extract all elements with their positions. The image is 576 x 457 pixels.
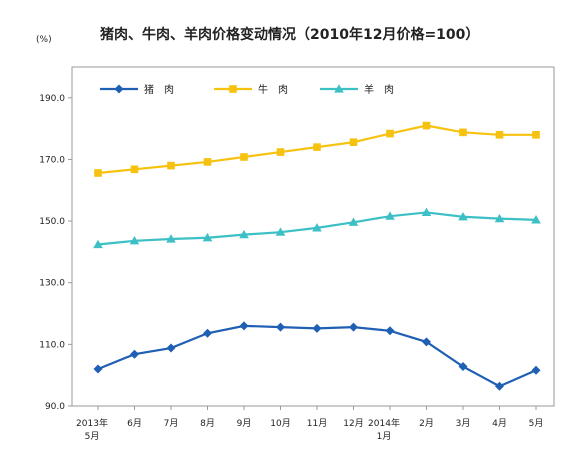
data-point [313, 143, 321, 151]
data-point [275, 227, 286, 236]
data-point [349, 322, 358, 332]
x-tick-label: 8月 [200, 418, 215, 429]
data-point [167, 161, 175, 170]
y-tick-label: 170.0 [39, 155, 65, 165]
data-point [385, 326, 395, 336]
x-tick-label: 11月 [307, 418, 327, 429]
data-point [129, 236, 140, 245]
legend-entry: 羊 肉 [320, 83, 394, 96]
data-point [166, 234, 176, 243]
data-point [422, 121, 431, 130]
data-point [202, 232, 213, 242]
data-point [385, 211, 395, 220]
series-1 [94, 121, 540, 177]
x-tick-label: 2月 [419, 418, 434, 429]
data-point [93, 239, 103, 249]
data-point [276, 148, 285, 156]
chart-title: 猪肉、牛肉、羊肉价格变动情况（2010年12月价格=100） [99, 26, 479, 43]
legend-entry: 猪 肉 [100, 83, 174, 96]
legend-marker [229, 85, 237, 93]
x-tick-label: 10月 [270, 418, 290, 429]
series-layer [93, 121, 541, 391]
x-tick-label: 5月 [529, 418, 544, 429]
data-point [422, 337, 431, 347]
data-point [93, 364, 103, 374]
y-tick-label: 190.0 [39, 94, 65, 104]
data-point [312, 223, 322, 232]
data-point [166, 343, 176, 353]
data-point [239, 229, 249, 239]
plot-frame [71, 66, 555, 407]
data-point [531, 215, 541, 224]
x-axis-ticks: 2013年 5月 6月 7月 8月 9月 10月 11月 12月 2014年 1月 2月 3月 4月 5月 [76, 406, 543, 442]
data-point [459, 128, 467, 137]
legend-label: 羊 肉 [364, 83, 394, 96]
data-point [94, 169, 102, 177]
y-tick-label: 110.0 [39, 340, 65, 350]
y-tick-label: 130.0 [39, 279, 65, 289]
y-tick-label: 90.0 [45, 402, 65, 412]
data-point [531, 365, 541, 375]
data-point [494, 213, 505, 223]
data-point [458, 211, 468, 221]
legend-entry: 牛 肉 [214, 83, 288, 96]
data-point [349, 138, 358, 146]
data-point [386, 129, 394, 138]
data-point [495, 381, 504, 391]
data-point [495, 131, 504, 139]
data-point [312, 323, 322, 333]
series-0 [93, 321, 541, 391]
x-tick-label: 9月 [237, 418, 252, 429]
data-point [458, 362, 468, 372]
data-point [532, 131, 540, 139]
data-point [421, 207, 432, 217]
data-point [240, 153, 248, 161]
legend-label: 牛 肉 [258, 83, 288, 96]
legend-marker [114, 84, 124, 94]
data-point [130, 165, 139, 174]
x-tick-label: 6月 [127, 418, 142, 429]
x-tick-label: 4月 [492, 418, 507, 429]
x-tick-label: 12月 [343, 418, 363, 429]
x-tick-label: 7月 [164, 418, 179, 429]
data-point [203, 158, 212, 166]
series-line [97, 324, 537, 388]
data-point [239, 321, 249, 331]
data-point [276, 322, 285, 332]
data-point [348, 217, 359, 226]
legend-marker [334, 84, 344, 93]
x-tick-label: 2013年 5月 [76, 417, 108, 442]
data-point [203, 328, 212, 338]
x-tick-label: 2014年 1月 [368, 417, 400, 442]
y-axis-ticks: 90.0 110.0 130.0 150.0 170.0 190.0 [39, 94, 72, 412]
x-tick-label: 3月 [456, 418, 471, 429]
y-axis-unit-label: (%) [36, 35, 52, 45]
legend-label: 猪 肉 [144, 83, 174, 96]
y-tick-label: 150.0 [39, 217, 65, 227]
legend: 猪 肉牛 肉羊 肉 [100, 83, 394, 96]
series-2 [93, 207, 541, 249]
data-point [130, 349, 139, 359]
